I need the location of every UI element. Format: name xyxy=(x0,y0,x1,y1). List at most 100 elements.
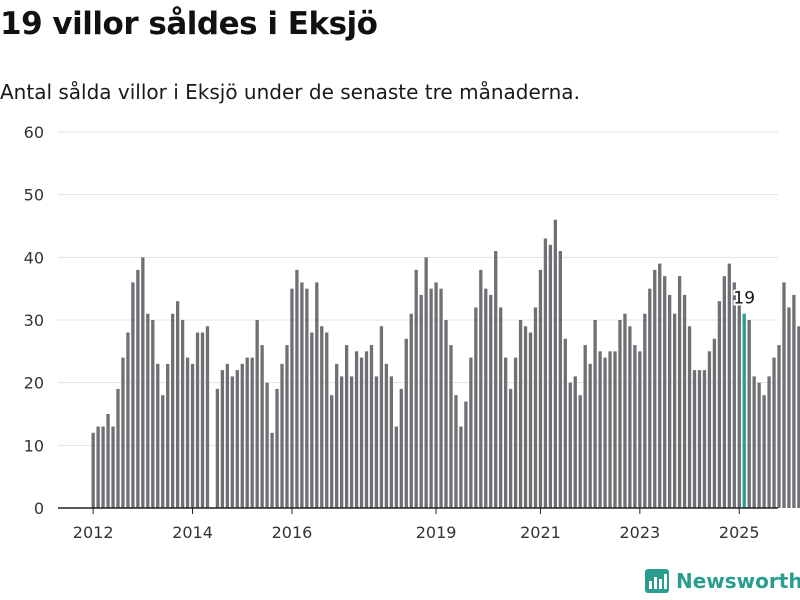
bar xyxy=(603,357,607,508)
bar xyxy=(792,294,796,508)
bar xyxy=(777,345,781,508)
bar xyxy=(106,414,110,508)
bar xyxy=(633,345,637,508)
bar xyxy=(538,269,543,508)
bar xyxy=(737,294,741,508)
bar xyxy=(707,351,712,508)
bar xyxy=(553,219,558,508)
bar xyxy=(543,238,548,508)
x-tick-label: 2023 xyxy=(619,523,660,542)
bar xyxy=(668,294,672,508)
bar xyxy=(797,326,800,508)
bar xyxy=(653,269,657,508)
bar xyxy=(434,282,438,508)
bar xyxy=(757,382,761,508)
bar xyxy=(727,263,731,508)
bar xyxy=(121,357,125,508)
bar xyxy=(101,426,105,508)
bar xyxy=(379,326,384,508)
bar xyxy=(429,288,433,508)
bar xyxy=(295,269,299,508)
bar xyxy=(290,288,294,508)
bar xyxy=(354,351,359,508)
bar xyxy=(205,326,210,508)
bar xyxy=(648,288,652,508)
bar xyxy=(533,307,538,508)
bar xyxy=(111,426,115,508)
bar xyxy=(285,345,289,508)
bar xyxy=(469,357,473,508)
bar xyxy=(717,301,722,508)
x-tick-label: 2016 xyxy=(272,523,313,542)
bar xyxy=(215,388,220,508)
bar xyxy=(250,357,254,508)
bar xyxy=(389,376,393,508)
bar xyxy=(404,338,408,508)
bar xyxy=(265,382,269,508)
x-tick-label: 2019 xyxy=(416,523,457,542)
bar xyxy=(171,313,175,508)
bar xyxy=(568,382,572,508)
bar xyxy=(712,338,717,508)
bar xyxy=(623,313,627,508)
bar xyxy=(419,294,423,508)
bar xyxy=(335,363,339,508)
bar xyxy=(220,370,225,508)
y-tick-label: 20 xyxy=(24,374,44,393)
x-tick-label: 2025 xyxy=(719,523,760,542)
bar xyxy=(91,432,95,508)
bar xyxy=(583,345,587,508)
bar xyxy=(618,320,622,508)
chart-subtitle: Antal sålda villor i Eksjö under de sena… xyxy=(0,80,580,104)
bar xyxy=(141,257,145,508)
bar xyxy=(349,376,354,508)
bar xyxy=(225,363,229,508)
bar xyxy=(240,363,244,508)
y-tick-label: 30 xyxy=(24,311,44,330)
bar xyxy=(275,388,279,508)
bar xyxy=(697,370,702,508)
bar xyxy=(643,313,647,508)
bar xyxy=(523,326,528,508)
bar xyxy=(638,351,642,508)
bar xyxy=(608,351,612,508)
chart-title: 19 villor såldes i Eksjö xyxy=(0,6,378,42)
bar xyxy=(116,388,120,508)
bar xyxy=(518,320,523,508)
bar xyxy=(374,376,379,508)
bar xyxy=(260,345,264,508)
bar xyxy=(200,332,205,508)
bar xyxy=(752,376,756,508)
bar xyxy=(762,395,766,508)
bar xyxy=(166,363,170,508)
bar xyxy=(499,307,503,508)
bar xyxy=(439,288,443,508)
bar xyxy=(325,332,329,508)
bar xyxy=(270,432,274,508)
bar xyxy=(702,370,707,508)
bar xyxy=(315,282,319,508)
y-tick-label: 60 xyxy=(24,123,44,142)
bar xyxy=(255,320,259,508)
bar xyxy=(494,251,498,508)
bar xyxy=(151,320,155,508)
bar xyxy=(593,320,597,508)
bar xyxy=(464,401,468,508)
bar xyxy=(459,426,463,508)
bar xyxy=(504,357,508,508)
bar xyxy=(399,388,403,508)
bar xyxy=(677,276,682,508)
bar xyxy=(732,282,736,508)
bar xyxy=(131,282,135,508)
bar xyxy=(424,257,428,508)
y-tick-label: 10 xyxy=(24,436,44,455)
x-tick-label: 2021 xyxy=(520,523,561,542)
bar xyxy=(672,313,677,508)
bar xyxy=(479,269,483,508)
bar xyxy=(156,363,160,508)
bar xyxy=(190,363,195,508)
bar xyxy=(722,276,726,508)
bar xyxy=(598,351,602,508)
bar xyxy=(320,326,324,508)
bar xyxy=(136,269,140,508)
